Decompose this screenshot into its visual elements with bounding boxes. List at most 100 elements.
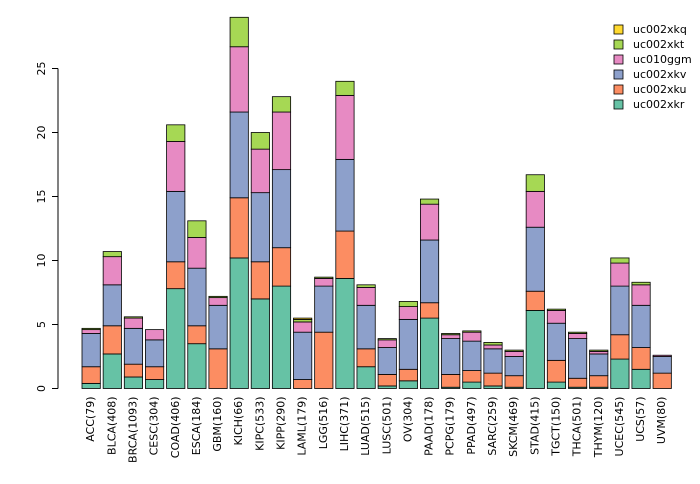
bar-segment-uc002xkr (546, 381, 566, 389)
bar-segment-uc002xkv (377, 347, 397, 375)
legend-swatch-uc002xkt (613, 39, 624, 50)
x-tick-label: PPAD(497) (465, 396, 478, 454)
bar-segment-uc002xkv (441, 338, 461, 375)
bar-segment-uc002xkt (419, 198, 440, 205)
x-axis-labels: ACC(79) BLCA(408) BRCA(1093) CESC(304) COAD(… (84, 396, 668, 462)
bar-segment-uc010ggm (335, 94, 355, 160)
bar-segment-uc002xkt (356, 284, 376, 288)
bar-segment-uc002xku (652, 372, 672, 389)
bar-segment-uc010ggm (166, 141, 186, 192)
bar-segment-uc002xkt (229, 16, 249, 48)
bar-segment-uc002xkv (314, 285, 334, 333)
y-axis: 0 5 10 15 20 25 (35, 62, 59, 392)
bar-segment-uc010ggm (483, 344, 503, 350)
bar-segment-uc002xkr (525, 310, 545, 389)
x-tick-label: KIPC(533) (253, 397, 266, 451)
bar-segment-uc002xkr (419, 317, 440, 389)
bar-segment-uc002xkt (525, 174, 545, 192)
bar-segment-uc010ggm (377, 339, 397, 348)
bar-segment-uc010ggm (145, 329, 165, 341)
x-tick-label: LGG(516) (317, 397, 330, 450)
bar-segment-uc002xkv (145, 339, 165, 368)
bars (81, 16, 672, 389)
bar-segment-uc002xkt (589, 349, 609, 352)
bar-segment-uc002xkr (462, 381, 482, 389)
bar-segment-uc010ggm (568, 333, 588, 339)
legend: uc002xkq uc002xkt uc010ggm uc002xkv uc002xku… (613, 23, 692, 111)
x-tick-label: THYM(120) (592, 397, 605, 459)
bar-segment-uc002xkv (229, 111, 249, 199)
y-tick-label: 5 (35, 321, 48, 328)
bar-segment-uc002xkv (652, 356, 672, 374)
x-tick-label: TGCT(150) (549, 397, 562, 457)
bar-segment-uc010ggm (525, 190, 545, 228)
x-tick-label: COAD(406) (169, 397, 182, 459)
legend-label-uc002xkt: uc002xkt (633, 38, 685, 51)
bar-segment-uc002xkv (102, 284, 122, 327)
x-tick-label: OV(304) (401, 397, 414, 443)
bar-segment-uc002xku (462, 370, 482, 383)
bar-segment-uc010ggm (546, 310, 566, 324)
bar-segment-uc010ggm (356, 286, 376, 306)
bar-segment-uc002xkt (166, 124, 186, 142)
bar-segment-uc002xkt (610, 257, 630, 264)
bar-segment-uc010ggm (271, 111, 292, 171)
bar-segment-uc002xku (589, 375, 609, 388)
legend-swatch-uc002xku (613, 84, 624, 95)
bar-segment-uc010ggm (208, 297, 228, 306)
bar-segment-uc002xkv (187, 267, 207, 327)
bar-segment-uc002xku (166, 261, 186, 290)
bar-segment-uc002xku (187, 325, 207, 345)
legend-swatch-uc002xkv (613, 69, 624, 80)
bar-segment-uc002xkv (208, 304, 228, 350)
bar-segment-uc002xku (229, 197, 249, 259)
bar-segment-uc010ggm (419, 203, 440, 241)
x-tick-label: LAML(179) (296, 397, 309, 456)
bar-segment-uc010ggm (610, 262, 630, 287)
bar-segment-uc002xkt (271, 96, 292, 113)
bar-segment-uc002xku (250, 261, 270, 300)
bar-segment-uc010ggm (250, 148, 270, 194)
y-tick-label: 20 (35, 126, 48, 140)
bar-segment-uc010ggm (81, 329, 101, 334)
bar-segment-uc010ggm (123, 317, 144, 329)
x-tick-label: LUSC(501) (380, 397, 393, 455)
legend-label-uc002xkr: uc002xkr (633, 98, 685, 111)
bar-segment-uc002xkr (398, 380, 418, 389)
bar-segment-uc002xkv (483, 348, 503, 374)
bar-segment-uc002xkt (250, 132, 270, 150)
x-tick-label: LUAD(515) (359, 397, 372, 456)
x-tick-label: PCPG(179) (444, 397, 457, 456)
bar-segment-uc002xku (483, 372, 503, 387)
y-tick-label: 25 (35, 62, 48, 76)
bar-segment-uc002xkt (398, 301, 418, 307)
bar-segment-uc002xkr (166, 288, 186, 389)
bar-segment-uc010ggm (504, 350, 524, 357)
bar-segment-uc002xkt (81, 327, 101, 331)
legend-swatch-uc010ggm (613, 54, 624, 65)
bar-segment-uc002xku (335, 230, 355, 279)
legend-label-uc002xkv: uc002xkv (633, 68, 687, 81)
bar-segment-uc002xkr (631, 368, 651, 389)
bar-segment-uc002xku (377, 374, 397, 387)
y-tick-label: 0 (35, 385, 48, 392)
bar-segment-uc010ggm (652, 354, 672, 357)
bar-segment-uc010ggm (631, 284, 651, 306)
bar-segment-uc002xku (293, 379, 313, 389)
bar-segment-uc002xkr (145, 379, 165, 389)
bar-segment-uc002xkr (123, 376, 144, 389)
x-tick-label: THCA(501) (571, 397, 584, 458)
bar-segment-uc002xku (419, 302, 440, 319)
bar-segment-uc002xkv (81, 333, 101, 368)
bar-segment-uc002xkr (102, 353, 122, 389)
bar-segment-uc002xkt (335, 80, 355, 96)
bar-segment-uc010ggm (441, 334, 461, 339)
bar-segment-uc002xkt (123, 316, 144, 319)
bar-segment-uc002xkv (610, 285, 630, 336)
x-tick-label: ACC(79) (84, 397, 97, 442)
bar-segment-uc002xku (441, 374, 461, 388)
bar-segment-uc002xku (208, 348, 228, 389)
x-tick-label: BLCA(408) (105, 397, 118, 455)
bar-segment-uc002xkr (335, 278, 355, 389)
